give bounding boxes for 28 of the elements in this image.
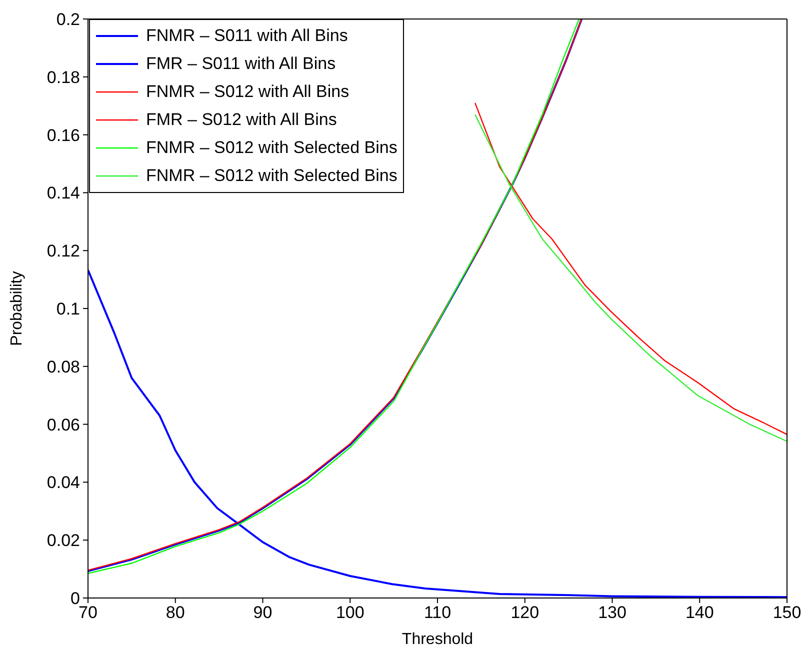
y-tick-label: 0.14 — [46, 184, 80, 203]
x-tick-label: 120 — [510, 603, 540, 622]
x-tick-label: 130 — [598, 603, 626, 622]
x-tick-label: 90 — [253, 603, 272, 622]
y-tick-label: 0.18 — [46, 68, 80, 87]
legend-label: FNMR – S011 with All Bins — [146, 26, 348, 46]
y-axis-title: Probability — [8, 271, 26, 346]
legend-label: FNMR – S012 with All Bins — [146, 82, 350, 102]
y-tick-label: 0.12 — [46, 242, 80, 261]
x-tick-label: 100 — [336, 603, 364, 622]
x-axis-title: Threshold — [402, 631, 474, 648]
x-tick-label: 140 — [685, 603, 714, 622]
x-tick-label: 70 — [78, 603, 98, 622]
legend-label: FMR – S011 with All Bins — [146, 54, 336, 74]
y-tick-label: 0.04 — [46, 473, 80, 492]
y-tick-label: 0.08 — [46, 357, 80, 376]
y-tick-label: 0 — [70, 589, 80, 608]
legend-label: FNMR – S012 with Selected Bins — [146, 166, 398, 186]
y-tick-label: 0.2 — [56, 10, 80, 30]
y-tick-label: 0.02 — [46, 531, 80, 550]
y-tick-label: 0.16 — [46, 126, 80, 145]
x-tick-label: 150 — [772, 603, 802, 622]
legend-label: FMR – S012 with All Bins — [146, 110, 337, 130]
y-tick-label: 0.1 — [56, 300, 80, 319]
x-tick-label: 80 — [166, 603, 185, 622]
x-tick-label: 110 — [424, 603, 452, 622]
legend-label: FNMR – S012 with Selected Bins — [146, 138, 398, 158]
y-tick-label: 0.06 — [46, 415, 80, 434]
